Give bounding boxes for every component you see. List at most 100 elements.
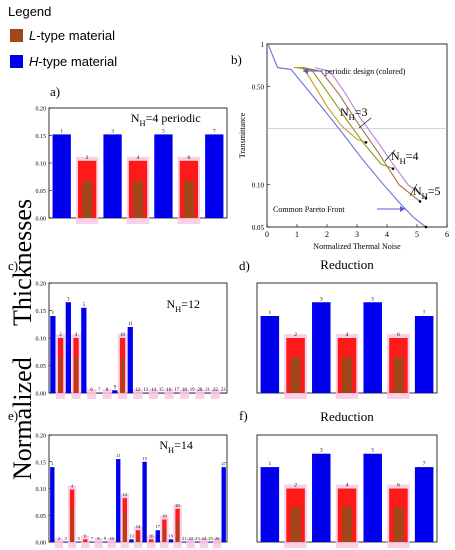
y-tick-label: 0.15 [36, 460, 47, 466]
y-tick-label: 0.15 [36, 134, 47, 140]
h-layer-bar [221, 467, 226, 542]
l-bar-core [123, 513, 127, 542]
l-bar-glow [133, 389, 143, 399]
y-tick-label: 0.50 [252, 83, 265, 91]
layer-label: 4 [346, 332, 349, 338]
series-end-point [391, 167, 395, 170]
l-bar-core [183, 180, 194, 218]
h-layer-bar [89, 542, 95, 543]
panel-f-panel-letter: f) [239, 408, 248, 423]
layer-label: 9 [114, 385, 117, 390]
annotation-nh3-pointer [358, 117, 372, 129]
annotation-nh5-pointer [409, 183, 418, 197]
layer-label: 19 [190, 388, 195, 393]
layer-label: 3 [320, 448, 323, 454]
l-bar-glow [179, 389, 190, 399]
panel-c-panel-letter: c) [8, 258, 18, 273]
layer-label: 4 [346, 483, 349, 489]
layer-label: 15 [159, 388, 164, 393]
layer-label: 19 [169, 533, 174, 538]
layer-label: 10 [109, 536, 114, 541]
series-line-2 [296, 67, 394, 170]
legend-item-h-suffix: -type material [38, 54, 118, 69]
layer-label: 1 [51, 461, 54, 466]
arrowhead [303, 68, 308, 74]
series-line-3 [302, 67, 421, 202]
layer-label: 2 [294, 483, 297, 489]
panel-f: 1 2 3 4 5 6 7 Reduction f) [239, 408, 438, 548]
panel-d-panel-letter: d) [239, 258, 250, 273]
y-tick-label: 0.15 [36, 309, 47, 315]
h-layer-bar [189, 393, 195, 394]
y-tick-label: 0.00 [36, 217, 47, 223]
h-layer-bar [363, 453, 382, 542]
layer-label: 5 [83, 303, 86, 308]
y-tick-label: 0.10 [36, 337, 47, 343]
layer-label: 1 [60, 128, 63, 134]
l-bar-glow [148, 389, 159, 399]
layer-label: 7 [423, 461, 426, 467]
layer-label: 4 [75, 333, 78, 338]
annotation-pareto: Common Pareto Front [273, 205, 345, 214]
h-layer-bar [52, 134, 71, 218]
h-layer-bar [181, 542, 187, 543]
layer-label: 12 [136, 388, 141, 393]
layer-label: 20 [175, 503, 180, 508]
series-end-point [424, 196, 428, 200]
layer-label: 2 [86, 155, 89, 161]
legend-item-l-prefix: L [29, 28, 37, 43]
layer-label: 11 [116, 453, 121, 458]
h-layer-bar [63, 542, 68, 543]
annotation-nh4-pointer [384, 149, 396, 162]
l-bar-core [341, 357, 353, 393]
layer-label: 15 [142, 456, 147, 461]
layer-label: 6 [187, 155, 190, 161]
x-tick-label: 6 [445, 230, 449, 239]
h-layer-bar [205, 134, 224, 218]
h-layer-bar [112, 390, 118, 393]
l-bar-glow [164, 389, 174, 399]
layer-label: 5 [371, 448, 374, 454]
layer-label: 3 [320, 296, 323, 302]
panel-f-title: Reduction [320, 409, 374, 424]
h-layer-bar [50, 467, 55, 542]
h-layer-bar [414, 467, 434, 542]
h-layer-bar [50, 316, 56, 393]
layer-label: 13 [129, 533, 134, 538]
layer-label: 2 [59, 333, 62, 338]
panel-a-annotation: NH=4 periodic [131, 111, 201, 128]
y-tick-label: 0.10 [36, 162, 47, 168]
y-tick-label: 0.20 [36, 107, 47, 113]
layer-label: 1 [268, 310, 271, 316]
layer-label: 23 [221, 388, 226, 393]
layer-label: 7 [423, 310, 426, 316]
layer-label: 6 [90, 388, 93, 393]
layer-label: 26 [215, 536, 220, 541]
layer-label: 13 [143, 388, 148, 393]
layer-label: 9 [104, 536, 107, 541]
h-layer-bar [414, 316, 434, 393]
layer-label: 21 [205, 388, 210, 393]
h-type-swatch [10, 55, 23, 68]
h-layer-bar [129, 539, 134, 542]
l-bar-glow [94, 538, 103, 548]
y-tick-label: 0.00 [36, 541, 47, 547]
legend-item-l: L-type material [10, 28, 115, 43]
h-layer-bar [102, 542, 108, 543]
y-tick-label: 0.10 [252, 182, 265, 190]
y-tick-label: 0.05 [36, 189, 47, 195]
x-tick-label: 2 [325, 230, 329, 239]
l-layer-bar [149, 539, 154, 542]
layer-label: 6 [397, 483, 400, 489]
x-axis-label: Normalized Thermal Noise [313, 242, 401, 251]
l-bar-glow [212, 538, 222, 548]
y-tick-label: 0.10 [36, 487, 47, 493]
legend-item-h-label: H-type material [29, 54, 117, 69]
x-tick-label: 3 [355, 230, 359, 239]
arrowhead [400, 206, 405, 212]
l-bar-core [74, 357, 78, 393]
layer-label: 21 [182, 536, 187, 541]
h-layer-bar [260, 316, 280, 393]
l-bar-glow [107, 538, 116, 548]
